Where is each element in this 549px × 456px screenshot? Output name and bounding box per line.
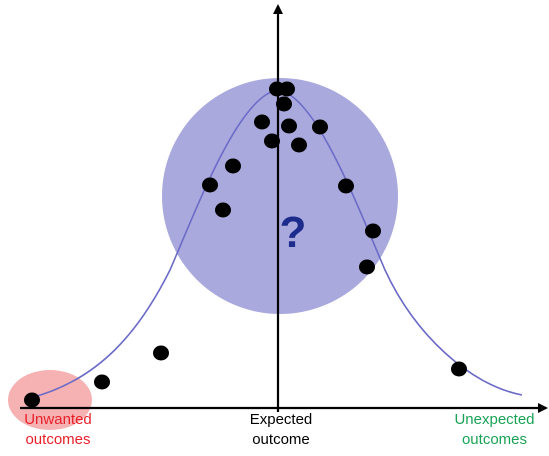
outcome-dot [153, 345, 169, 361]
unwanted-outcomes-label-line-1: Unwanted [24, 411, 92, 428]
outcome-dot [276, 96, 292, 112]
outcome-dot [215, 202, 231, 218]
unexpected-outcomes-label: Unexpected outcomes [440, 410, 549, 450]
expected-region-circle [162, 78, 398, 314]
unwanted-outcomes-label: Unwanted outcomes [6, 410, 110, 450]
outcome-dot [264, 133, 280, 149]
unwanted-outcomes-label-line-2: outcomes [25, 431, 91, 448]
outcome-dot [254, 114, 270, 130]
expected-outcome-label-line-1: Expected [249, 411, 313, 428]
outcome-dot [281, 118, 297, 134]
outcome-dot [202, 177, 218, 193]
outcome-dot [312, 119, 328, 135]
outcome-dot [359, 259, 375, 275]
outcome-dot [94, 374, 110, 390]
outcome-dot [24, 392, 40, 408]
outcome-dot [451, 361, 467, 377]
outcome-dot [279, 81, 295, 97]
unexpected-outcomes-label-line-1: Unexpected [454, 411, 535, 428]
expected-outcome-label-line-2: outcome [252, 431, 310, 448]
unexpected-outcomes-label-line-2: outcomes [461, 431, 528, 448]
outcome-dot [291, 137, 307, 153]
unwanted-region-blob [8, 370, 92, 430]
outcome-dot [365, 223, 381, 239]
question-mark: ? [279, 208, 307, 257]
expected-outcome-label: Expected outcome [226, 410, 336, 450]
outcome-dots [24, 81, 467, 408]
outcome-dot [225, 158, 241, 174]
outcome-dot [338, 178, 354, 194]
